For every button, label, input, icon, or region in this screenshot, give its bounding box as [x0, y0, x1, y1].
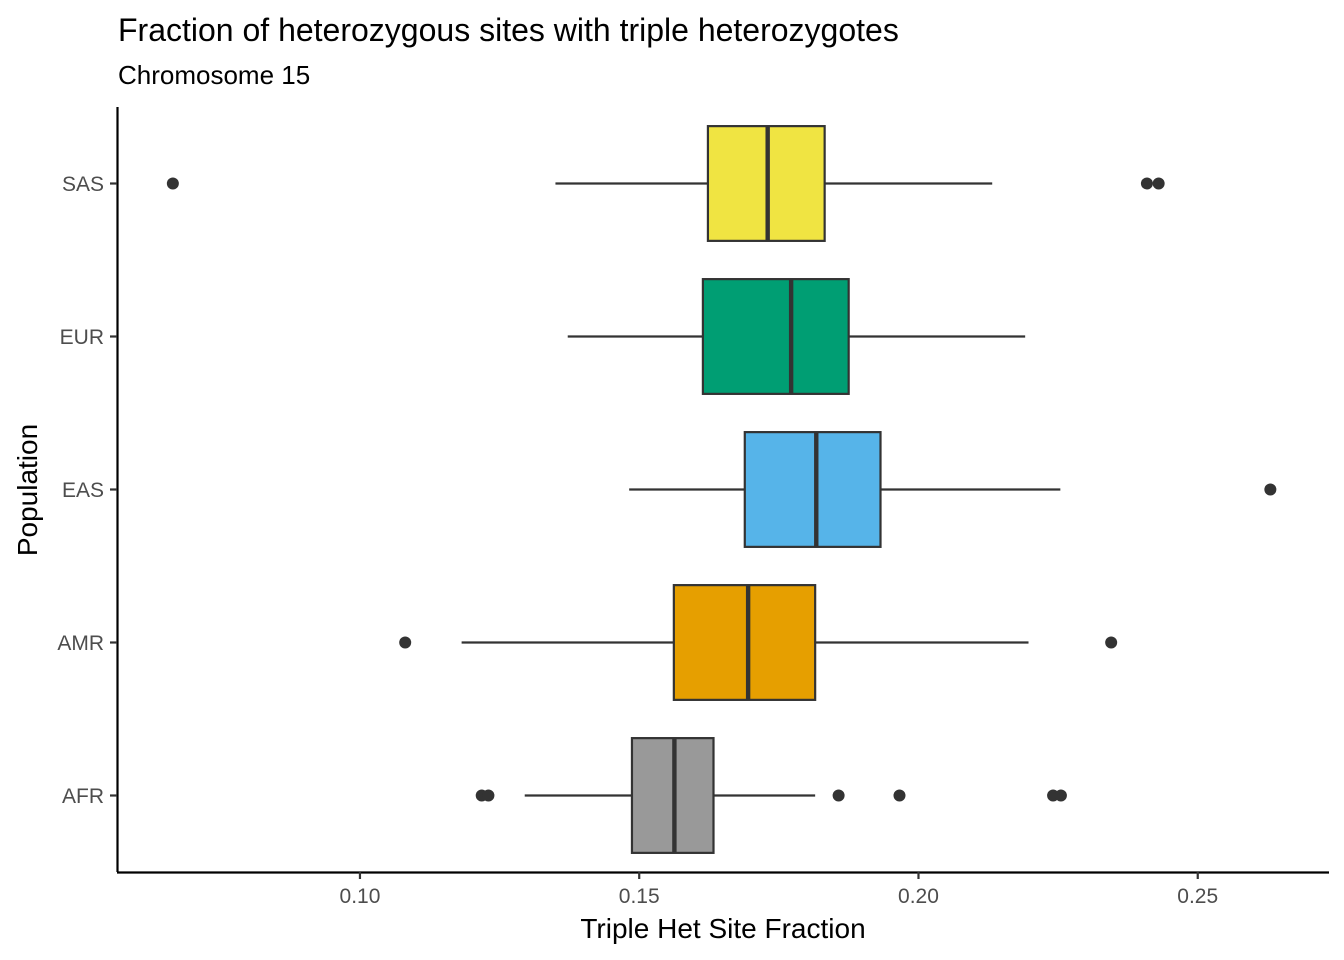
box-group-afr — [475, 737, 1067, 854]
outlier-afr-3 — [893, 789, 906, 802]
outlier-sas-2 — [1152, 177, 1165, 190]
x-tick-label-0: 0.10 — [340, 885, 381, 908]
plot-area — [166, 125, 1277, 854]
outlier-amr-1 — [1105, 636, 1118, 649]
box-amr — [672, 584, 817, 701]
y-tick-label-sas: SAS — [62, 173, 104, 196]
chart-title: Fraction of heterozygous sites with trip… — [118, 12, 899, 48]
box-group-eur — [567, 278, 1026, 395]
y-axis-ticks: AFR AMR EAS EUR SAS — [57, 173, 117, 808]
y-tick-label-afr: AFR — [62, 785, 104, 808]
x-axis-ticks: 0.10 0.15 0.20 0.25 — [340, 872, 1218, 908]
box-eas — [743, 431, 882, 548]
y-tick-label-eas: EAS — [62, 479, 104, 502]
y-tick-label-amr: AMR — [57, 632, 104, 655]
outlier-amr-0 — [399, 636, 412, 649]
box-group-sas — [166, 125, 1165, 242]
chart-subtitle: Chromosome 15 — [118, 60, 310, 90]
outlier-sas-1 — [1140, 177, 1153, 190]
outlier-afr-2 — [832, 789, 845, 802]
x-tick-label-1: 0.15 — [619, 885, 660, 908]
outlier-afr-1 — [482, 789, 495, 802]
x-tick-label-3: 0.25 — [1177, 885, 1218, 908]
box-group-eas — [629, 431, 1277, 548]
outlier-sas-0 — [166, 177, 179, 190]
x-axis-title: Triple Het Site Fraction — [580, 913, 865, 944]
y-tick-label-eur: EUR — [60, 326, 104, 349]
outlier-afr-5 — [1054, 789, 1067, 802]
x-tick-label-2: 0.20 — [898, 885, 939, 908]
box-group-amr — [399, 584, 1118, 701]
outlier-eas-0 — [1264, 483, 1277, 496]
y-axis-title: Population — [12, 424, 43, 556]
box-eur — [701, 278, 850, 395]
